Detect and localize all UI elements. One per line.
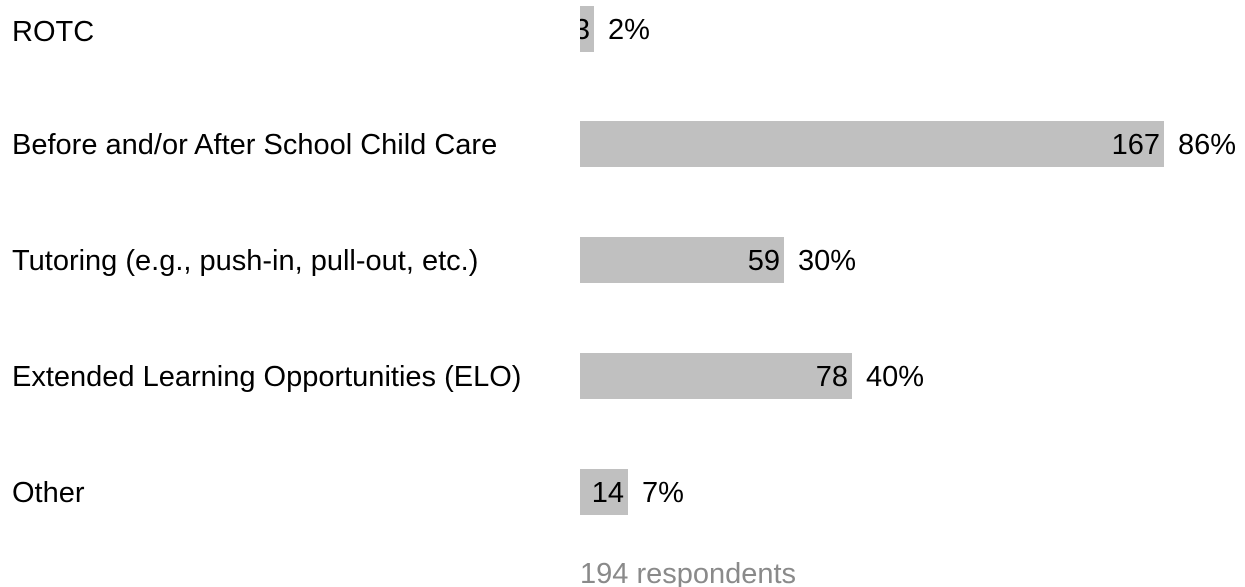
count-label-rotc: 3 bbox=[574, 14, 590, 46]
bar-other bbox=[580, 469, 628, 515]
bar-extended-learning-opportunities-elo bbox=[580, 353, 852, 399]
category-label-other: Other bbox=[12, 477, 85, 509]
percent-label-tutoring-e-g-push-in-pull-out-etc: 30% bbox=[798, 245, 856, 277]
category-label-tutoring-e-g-push-in-pull-out-etc: Tutoring (e.g., push-in, pull-out, etc.) bbox=[12, 245, 478, 277]
bars bbox=[580, 6, 1164, 515]
count-label-other: 14 bbox=[592, 477, 624, 509]
bar-rotc bbox=[580, 6, 594, 52]
category-label-before-and-or-after-school-child-care: Before and/or After School Child Care bbox=[12, 129, 497, 161]
percent-label-other: 7% bbox=[642, 477, 684, 509]
count-label-tutoring-e-g-push-in-pull-out-etc: 59 bbox=[748, 245, 780, 277]
percent-label-before-and-or-after-school-child-care: 86% bbox=[1178, 129, 1236, 161]
respondents-count: 194 respondents bbox=[580, 558, 796, 587]
percent-label-rotc: 2% bbox=[608, 14, 650, 46]
footer: 194 respondents bbox=[580, 558, 796, 587]
count-label-extended-learning-opportunities-elo: 78 bbox=[816, 361, 848, 393]
bar-tutoring-e-g-push-in-pull-out-etc bbox=[580, 237, 784, 283]
count-label-before-and-or-after-school-child-care: 167 bbox=[1112, 129, 1160, 161]
percent-label-extended-learning-opportunities-elo: 40% bbox=[866, 361, 924, 393]
labels: ROTC 3 2% Before and/or After School Child … bbox=[12, 14, 1236, 509]
bar-before-and-or-after-school-child-care bbox=[580, 121, 1164, 167]
category-label-rotc: ROTC bbox=[12, 16, 94, 48]
category-label-extended-learning-opportunities-elo: Extended Learning Opportunities (ELO) bbox=[12, 361, 521, 393]
